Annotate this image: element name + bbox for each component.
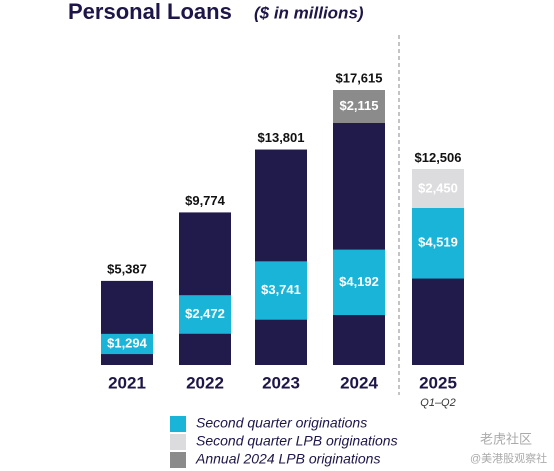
segment-label: $4,192 [339,274,379,289]
legend-label: Second quarter originations [196,415,367,431]
bar-segment [255,319,307,365]
legend-swatch [170,452,186,468]
x-tick-label: 2021 [108,373,146,392]
segment-label: $2,472 [185,306,225,321]
total-label: $5,387 [107,261,147,276]
x-tick-label: 2022 [186,373,224,392]
total-label: $17,615 [336,70,383,85]
bar-segment [412,278,464,365]
bar-segment [333,90,385,124]
legend-swatch [170,434,186,450]
legend-label: Second quarter LPB originations [196,433,398,449]
bar-segment [101,333,153,355]
watermark: 老虎社区 [480,431,532,446]
segment-label: $2,115 [339,98,378,113]
total-label: $13,801 [258,130,305,145]
segment-label: $2,450 [418,180,458,195]
x-tick-label: 2024 [340,373,378,392]
chart-subtitle: ($ in millions) [254,3,364,22]
segment-label: $1,294 [107,335,148,350]
bar-segment [333,249,385,316]
legend-swatch [170,416,186,432]
watermark: @美港股观察社 [470,451,547,465]
bar-segment [179,333,231,365]
segment-label: $3,741 [261,282,301,297]
x-tick-label: 2025 [419,373,457,392]
total-label: $9,774 [185,193,226,208]
bar-segment [255,261,307,320]
bar-segment [412,169,464,209]
total-label: $12,506 [415,150,462,165]
bar-segment [333,315,385,365]
segment-label: $4,519 [418,235,458,250]
chart-title: Personal Loans [68,0,232,24]
x-tick-label: 2023 [262,373,300,392]
bar-segment [101,354,153,365]
category-note: Q1–Q2 [420,397,455,409]
bar-segment [179,295,231,334]
legend-label: Annual 2024 LPB originations [195,451,380,467]
bar-segment [412,208,464,279]
